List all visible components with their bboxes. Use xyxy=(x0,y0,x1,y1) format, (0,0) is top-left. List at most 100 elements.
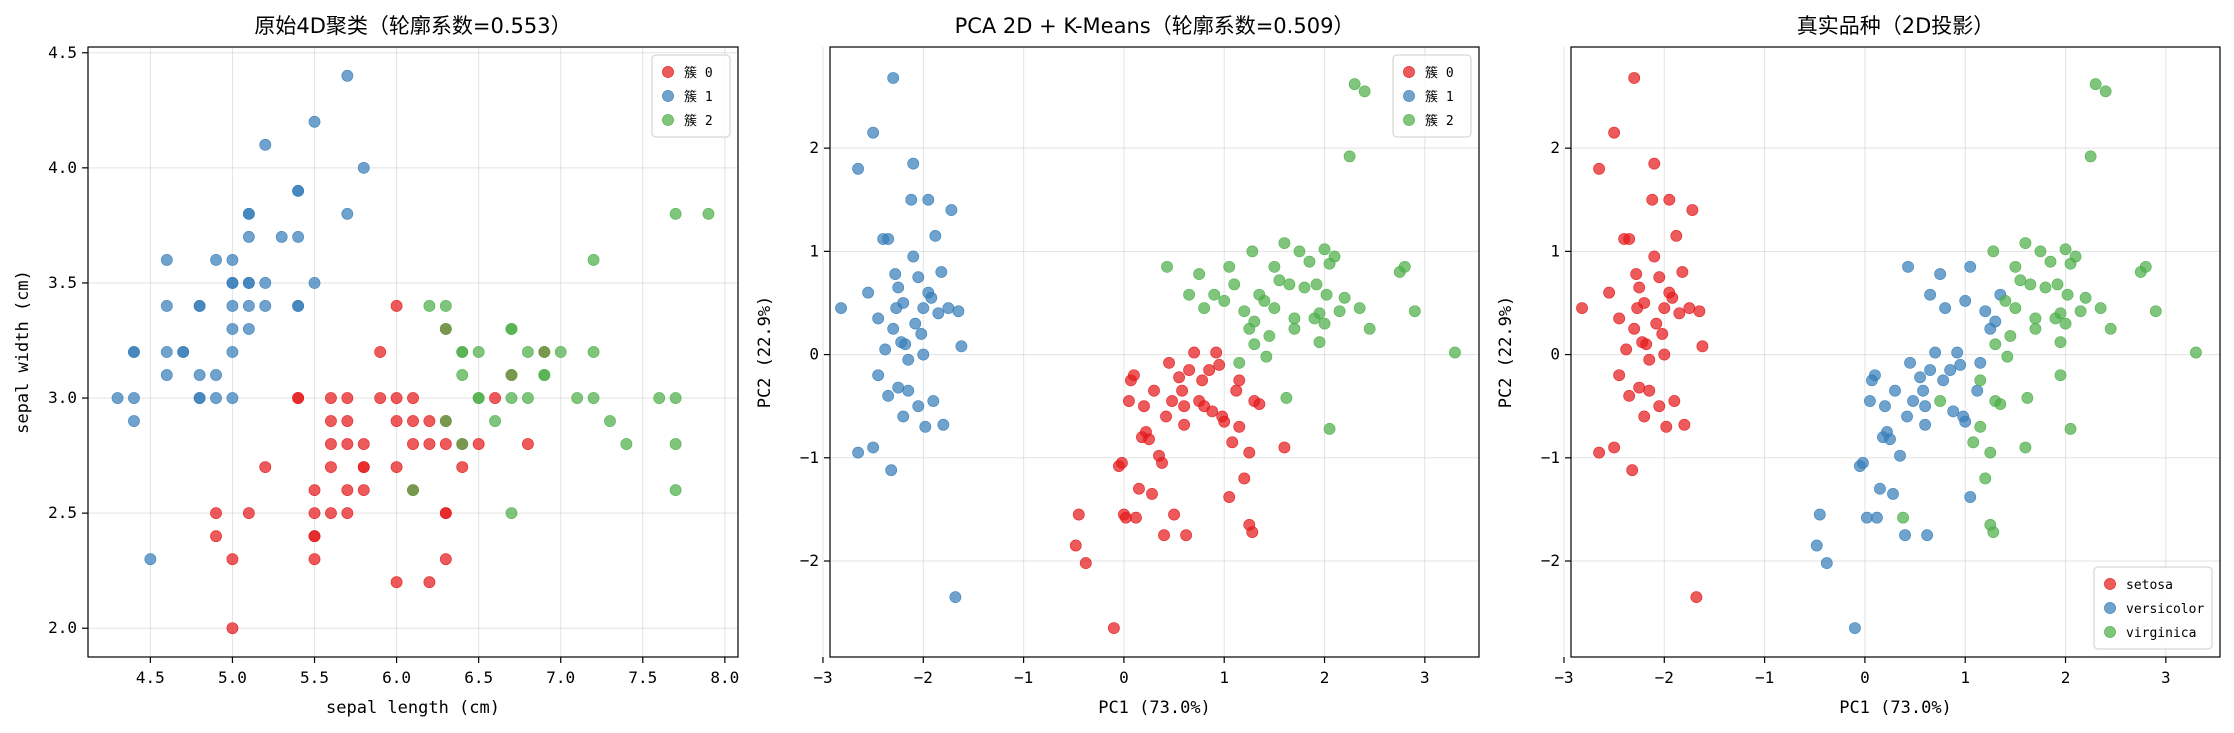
data-point xyxy=(1613,369,1626,382)
data-point xyxy=(1248,338,1261,351)
data-point xyxy=(949,591,962,604)
data-point xyxy=(177,346,190,358)
data-point xyxy=(226,323,239,335)
data-point xyxy=(308,507,321,520)
data-point xyxy=(2054,307,2067,320)
data-point xyxy=(1879,400,1891,413)
data-point xyxy=(1128,369,1140,382)
data-point xyxy=(1260,350,1273,363)
data-point xyxy=(922,193,935,206)
data-point xyxy=(1593,162,1605,175)
legend-label: 簇 1 xyxy=(1425,90,1454,105)
data-point xyxy=(1298,281,1311,294)
legend-label: 簇 0 xyxy=(684,66,713,81)
data-point xyxy=(1188,346,1201,359)
x-tick-label: 3 xyxy=(1420,668,1430,687)
data-point xyxy=(1638,297,1651,309)
data-point xyxy=(521,346,534,358)
x-tick-label: 5.5 xyxy=(300,668,329,687)
data-point xyxy=(1648,250,1661,263)
data-point xyxy=(341,415,354,427)
data-point xyxy=(210,369,222,381)
data-point xyxy=(917,348,930,361)
data-point xyxy=(1293,245,1306,258)
data-point xyxy=(193,369,206,381)
data-point xyxy=(226,392,239,404)
data-point xyxy=(193,392,206,404)
data-point xyxy=(1246,526,1259,539)
data-point xyxy=(1904,356,1916,369)
data-point xyxy=(1919,400,1931,413)
data-point xyxy=(160,369,173,381)
chart-title: 真实品种（2D投影） xyxy=(1797,14,1995,38)
data-point xyxy=(538,369,551,381)
x-tick-label: 1 xyxy=(1219,668,1229,687)
data-point xyxy=(259,300,272,312)
data-point xyxy=(439,323,452,335)
data-point xyxy=(1358,85,1371,98)
series-簇 0 xyxy=(1069,346,1291,634)
legend-label: versicolor xyxy=(2126,602,2204,617)
data-point xyxy=(1233,356,1246,369)
data-point xyxy=(407,392,419,404)
data-point xyxy=(1218,295,1231,307)
data-point xyxy=(128,415,140,427)
data-point xyxy=(887,72,900,84)
data-point xyxy=(919,420,932,433)
series-簇 1 xyxy=(111,69,370,566)
data-point xyxy=(1178,418,1190,431)
data-point xyxy=(1288,312,1301,325)
data-point xyxy=(902,384,915,397)
data-point xyxy=(325,438,337,450)
data-point xyxy=(1246,245,1259,258)
data-point xyxy=(407,484,419,497)
y-axis-label: PC2 (22.9%) xyxy=(755,296,775,409)
data-point xyxy=(325,415,337,427)
data-point xyxy=(1663,193,1676,206)
data-point xyxy=(1168,508,1180,521)
data-point xyxy=(357,161,370,174)
data-point xyxy=(439,300,452,312)
data-point xyxy=(407,415,419,427)
data-point xyxy=(1213,359,1226,371)
series-setosa xyxy=(1576,72,1709,604)
data-point xyxy=(2139,260,2152,273)
y-tick-label: 1 xyxy=(809,241,819,260)
data-point xyxy=(390,461,403,473)
data-point xyxy=(1658,302,1671,315)
data-point xyxy=(2074,305,2087,318)
data-point xyxy=(1623,233,1636,245)
data-point xyxy=(889,268,902,280)
data-point xyxy=(1897,511,1909,524)
data-point xyxy=(907,250,920,263)
data-point xyxy=(1959,295,1972,307)
data-point xyxy=(2069,250,2082,263)
data-point xyxy=(882,233,895,245)
data-point xyxy=(390,392,403,404)
data-point xyxy=(1921,529,1933,542)
data-point xyxy=(308,484,321,497)
data-point xyxy=(1856,457,1869,469)
data-point xyxy=(2059,243,2072,256)
data-point xyxy=(1183,288,1196,301)
data-point xyxy=(1278,237,1291,250)
y-tick-label: 2.0 xyxy=(48,618,77,637)
data-point xyxy=(1964,260,1977,273)
x-axis-label: PC1 (73.0%) xyxy=(1098,698,1211,718)
plot-frame xyxy=(1570,46,2221,658)
y-tick-label: 4.5 xyxy=(48,43,77,62)
data-point xyxy=(1686,204,1699,216)
data-point xyxy=(1180,529,1192,542)
data-point xyxy=(242,207,255,220)
data-point xyxy=(1861,511,1873,524)
data-point xyxy=(292,184,305,197)
data-point xyxy=(2190,346,2202,359)
data-point xyxy=(292,300,305,312)
data-point xyxy=(1937,374,1950,387)
data-point xyxy=(1658,348,1671,361)
data-point xyxy=(1864,395,1876,407)
data-point xyxy=(1628,322,1641,335)
plot-frame xyxy=(87,46,739,658)
data-point xyxy=(852,162,864,175)
data-point xyxy=(867,126,880,139)
